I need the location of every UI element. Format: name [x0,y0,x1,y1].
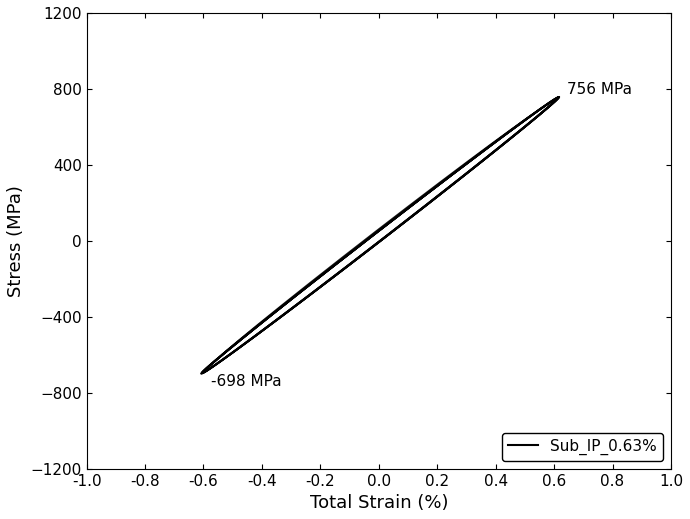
Text: -698 MPa: -698 MPa [210,374,282,389]
Text: 756 MPa: 756 MPa [567,83,632,98]
X-axis label: Total Strain (%): Total Strain (%) [310,494,448,512]
Y-axis label: Stress (MPa): Stress (MPa) [7,185,25,297]
Legend: Sub_IP_0.63%: Sub_IP_0.63% [502,432,663,461]
